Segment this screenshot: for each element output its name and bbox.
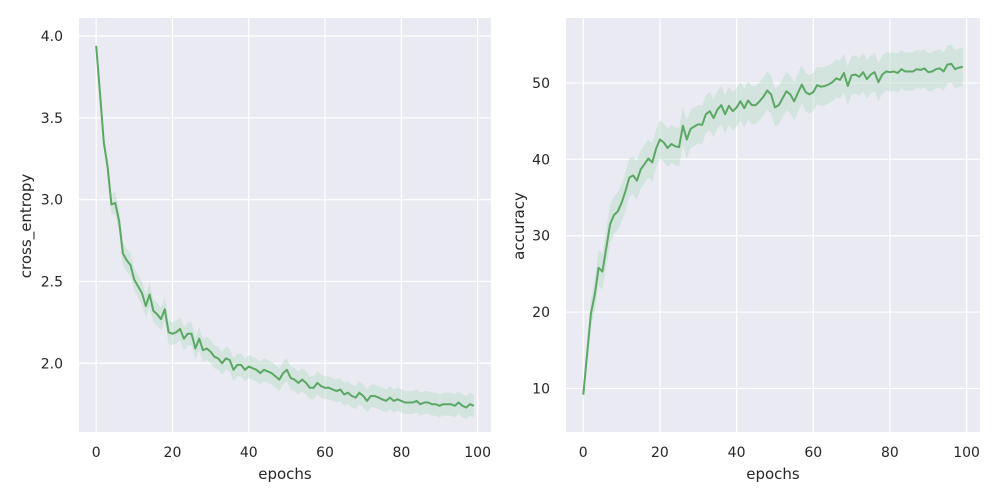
accuracy-y-tick-label: 40 [532, 152, 550, 168]
accuracy-y-tick-label: 30 [532, 229, 550, 245]
cross-entropy-confidence-band [96, 42, 474, 419]
accuracy-xlabel: epochs [746, 465, 800, 483]
cross-entropy-ylabel: cross_entropy [17, 174, 36, 279]
accuracy-x-tick-label: 80 [881, 445, 899, 461]
accuracy-ylabel: accuracy [510, 192, 528, 260]
cross-entropy-x-tick-label: 20 [164, 445, 182, 461]
accuracy-y-tick-label: 50 [532, 76, 550, 92]
accuracy-x-tick-label: 100 [953, 445, 980, 461]
cross-entropy-x-tick-label: 40 [240, 445, 258, 461]
accuracy-x-tick-label: 60 [804, 445, 822, 461]
cross-entropy-x-tick-label: 0 [92, 445, 101, 461]
cross-entropy-x-tick-label: 60 [316, 445, 334, 461]
cross-entropy-y-tick-label: 3.0 [41, 193, 63, 209]
cross-entropy-x-tick-label: 100 [464, 445, 491, 461]
accuracy-x-tick-label: 0 [579, 445, 588, 461]
cross-entropy-y-tick-label: 4.0 [41, 29, 63, 45]
accuracy-plot-area [566, 18, 980, 432]
cross-entropy-x-tick-label: 80 [392, 445, 410, 461]
accuracy-x-tick-label: 20 [651, 445, 669, 461]
accuracy-confidence-band [583, 44, 963, 403]
cross-entropy-y-tick-label: 3.5 [41, 111, 63, 127]
accuracy-series-line [582, 62, 963, 395]
cross-entropy-y-tick-label: 2.0 [41, 356, 63, 372]
cross-entropy-series-line [95, 45, 475, 409]
accuracy-y-tick-label: 10 [532, 381, 550, 397]
cross-entropy-xlabel: epochs [258, 465, 312, 483]
accuracy-grid [566, 18, 980, 432]
cross-entropy-grid [79, 18, 491, 432]
accuracy-x-tick-label: 40 [728, 445, 746, 461]
cross-entropy-panel: epochs cross_entropy 0 20 40 60 80 100 2.0 2.5 3… [17, 18, 491, 483]
cross-entropy-y-tick-label: 2.5 [41, 274, 63, 290]
accuracy-panel: epochs accuracy 0 20 40 60 80 100 10 20 30 40 50 [510, 18, 980, 483]
accuracy-y-tick-label: 20 [532, 305, 550, 321]
